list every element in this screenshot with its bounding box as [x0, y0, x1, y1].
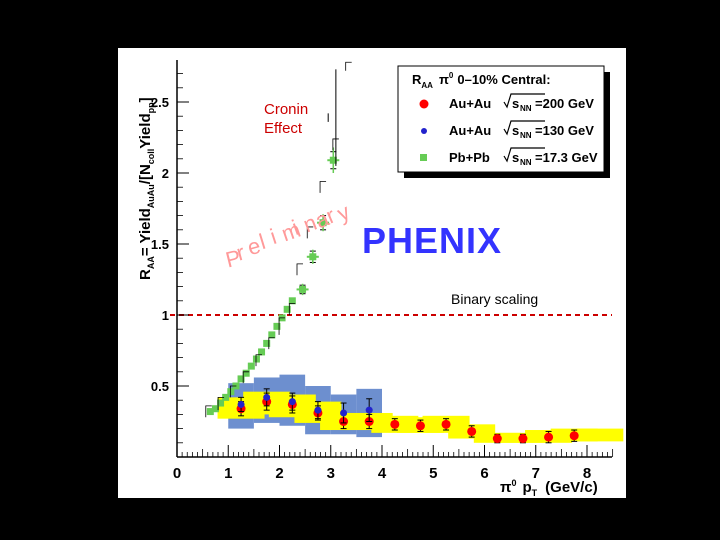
syst-bracket — [242, 371, 250, 384]
data-point-0 — [467, 426, 477, 436]
cronin-line2: Effect — [264, 120, 303, 137]
syst-bracket — [345, 61, 352, 71]
data-point-2 — [268, 331, 276, 339]
x-tick-label: 0 — [173, 465, 181, 482]
legend-sqrt-s-0: s — [512, 96, 519, 111]
legend-nn-1: NN — [520, 131, 532, 140]
legend-sqrt-s-1: s — [512, 123, 519, 138]
cronin-effect-label: Cronin Effect — [264, 100, 308, 138]
cronin-line1: Cronin — [264, 101, 309, 118]
y-axis-label: RAA= YieldAuAu/[NcollYieldpp] — [137, 97, 156, 280]
x-tick-label: 4 — [378, 465, 387, 482]
x-tick-label: 3 — [327, 465, 335, 482]
legend-system-0: Au+Au — [449, 96, 491, 111]
y-tick-label: 0.5 — [151, 379, 169, 394]
legend-sqrt-s-2: s — [512, 150, 519, 165]
data-point-1 — [237, 400, 245, 408]
data-point-0 — [415, 421, 425, 431]
data-point-2 — [252, 355, 260, 363]
data-point-2 — [206, 408, 214, 416]
syst-bracket — [268, 337, 275, 350]
legend-nn-0: NN — [520, 104, 532, 113]
legend-nn-2: NN — [520, 158, 532, 167]
x-tick-label: 1 — [224, 465, 232, 482]
data-point-2 — [211, 405, 219, 413]
legend-header: RAA π0 0–10% Central: — [412, 71, 551, 90]
legend-energy-0: =200 GeV — [535, 96, 594, 111]
data-point-2 — [247, 362, 255, 370]
syst-bracket — [205, 405, 212, 418]
syst-bracket — [306, 226, 314, 239]
y-tick-label: 1.5 — [151, 237, 169, 252]
data-point-2 — [258, 348, 266, 356]
legend-marker-0 — [419, 99, 429, 109]
syst-bracket — [217, 396, 225, 411]
sqrt-icon — [503, 120, 545, 136]
data-point-2 — [242, 369, 250, 377]
x-tick-label: 7 — [532, 465, 540, 482]
legend-marker-2 — [420, 154, 427, 161]
binary-scaling-label: Binary scaling — [451, 291, 539, 307]
preliminary-letter: i — [266, 223, 280, 249]
data-point-1 — [365, 406, 373, 414]
legend-system-2: Pb+Pb — [449, 150, 490, 165]
syst-bracket — [229, 385, 237, 398]
data-point-1 — [314, 406, 322, 414]
syst-bracket — [296, 263, 303, 276]
data-point-2 — [263, 339, 271, 347]
x-tick-label: 6 — [480, 465, 488, 482]
data-point-1 — [263, 393, 271, 401]
syst-bracket — [255, 354, 262, 367]
data-point-1 — [288, 398, 296, 406]
x-tick-label: 8 — [583, 465, 591, 482]
data-point-0 — [390, 419, 400, 429]
sqrt-icon — [503, 147, 545, 163]
data-point-2 — [288, 297, 296, 305]
phenix-label: PHENIX — [362, 220, 503, 261]
syst-bracket — [319, 181, 327, 193]
data-series — [205, 61, 579, 444]
yellow-syst-band-14 — [576, 428, 624, 442]
data-point-2 — [227, 388, 235, 396]
data-point-2 — [217, 399, 225, 407]
y-tick-label: 2.5 — [151, 95, 169, 110]
data-point-0 — [518, 434, 528, 444]
legend-energy-2: =17.3 GeV — [535, 150, 598, 165]
legend-system-1: Au+Au — [449, 123, 491, 138]
legend-box — [397, 65, 605, 173]
syst-bracket — [288, 303, 296, 315]
axes: 0 1 2 3 4 5 6 7 8 0.5 1 1.5 2 2.5 — [151, 60, 614, 482]
legend-marker-1 — [421, 128, 427, 134]
data-point-0 — [544, 432, 554, 442]
data-point-0 — [441, 419, 451, 429]
data-point-2 — [237, 375, 245, 383]
syst-bracket — [332, 138, 339, 151]
sqrt-icon — [503, 93, 545, 109]
legend: RAA π0 0–10% Central: Au+Au s NN =200 GeVAu+A… — [397, 65, 610, 178]
x-tick-label: 2 — [275, 465, 283, 482]
data-point-2 — [283, 305, 291, 313]
data-point-0 — [492, 434, 502, 444]
legend-energy-1: =130 GeV — [535, 123, 594, 138]
data-point-0 — [569, 431, 579, 441]
y-tick-label: 1 — [162, 308, 169, 323]
data-point-1 — [340, 409, 348, 417]
data-point-2 — [273, 322, 281, 330]
y-tick-label: 2 — [162, 166, 169, 181]
data-point-2 — [222, 393, 230, 401]
x-axis-label: π0 pT (GeV/c) — [500, 478, 598, 498]
syst-bracket — [278, 317, 286, 335]
x-tick-label: 5 — [429, 465, 437, 482]
